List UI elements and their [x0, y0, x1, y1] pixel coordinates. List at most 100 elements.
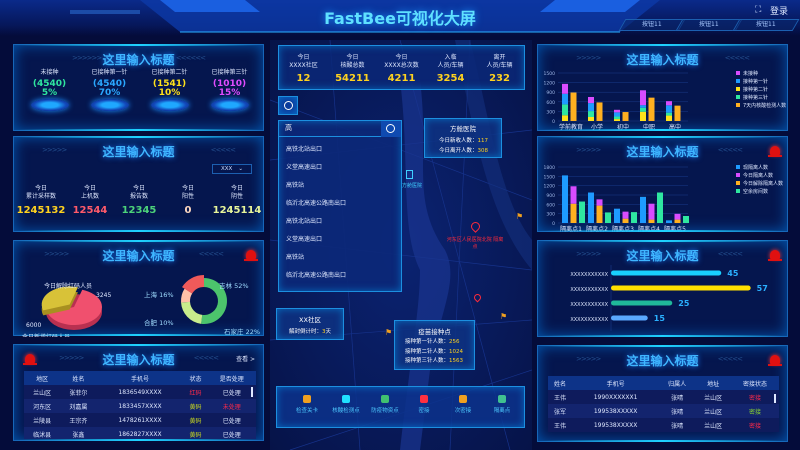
flag-icon[interactable]: ⚑: [500, 312, 508, 321]
bar[interactable]: [640, 107, 646, 112]
top-button-3[interactable]: 按钮11: [732, 19, 800, 31]
search-result-item[interactable]: 高铁站: [286, 182, 305, 189]
bar[interactable]: [683, 216, 689, 223]
legend-label[interactable]: 未接种: [743, 70, 758, 77]
bar[interactable]: [570, 186, 577, 204]
alarm-icon[interactable]: [244, 250, 258, 261]
fullscreen-icon[interactable]: ⛶: [755, 5, 762, 15]
bar[interactable]: [666, 105, 672, 113]
table-row[interactable]: 兰陵县 王宗齐 1478261XXXX 黄码 已处理: [24, 413, 256, 427]
bar[interactable]: [648, 219, 655, 223]
bar[interactable]: [648, 203, 655, 220]
legend-item[interactable]: 核酸检测点: [326, 395, 366, 414]
legend-label[interactable]: 接种第二针: [743, 86, 768, 93]
bar[interactable]: [622, 112, 629, 121]
bar[interactable]: [674, 213, 681, 220]
search-result-item[interactable]: 临沂北高速公路南出口: [286, 272, 347, 279]
search-result-item[interactable]: 高铁北站出口: [286, 218, 323, 225]
bar[interactable]: [596, 102, 603, 121]
bar[interactable]: [648, 97, 655, 121]
pie-slice[interactable]: [47, 289, 102, 325]
search-input[interactable]: 高: [279, 121, 401, 137]
bar[interactable]: [640, 90, 646, 106]
bar[interactable]: [562, 175, 568, 223]
bar[interactable]: [622, 218, 629, 223]
legend-item[interactable]: 隔离点: [482, 395, 522, 414]
flag-icon[interactable]: ⚑: [385, 328, 393, 337]
alarm-icon[interactable]: [768, 250, 782, 261]
legend-item[interactable]: 防疫物资点: [365, 395, 405, 414]
bar[interactable]: [562, 83, 568, 94]
table-row[interactable]: 河东区 刘嘉属 1833457XXXX 黄码 未处理: [24, 399, 256, 413]
bar[interactable]: [640, 111, 646, 121]
bar[interactable]: [605, 212, 611, 223]
bar[interactable]: [570, 92, 577, 121]
bar[interactable]: [614, 116, 620, 120]
bar[interactable]: [562, 115, 568, 121]
view-more-link[interactable]: 查看 >: [236, 356, 255, 363]
alarm-icon[interactable]: [768, 146, 782, 157]
bar[interactable]: [588, 111, 594, 117]
bar[interactable]: [614, 112, 620, 117]
legend-item[interactable]: 检查关卡: [287, 395, 327, 414]
legend-label[interactable]: 现隔离人数: [743, 164, 768, 171]
bar[interactable]: [666, 220, 672, 223]
bar[interactable]: [674, 219, 681, 223]
hospital-marker-icon[interactable]: [406, 170, 413, 179]
bar[interactable]: [588, 117, 594, 121]
search-result-item[interactable]: 义堂高速出口: [286, 236, 323, 243]
table-row[interactable]: 兰山区 张菲尔 1836549XXXX 红码 已处理: [24, 385, 256, 399]
bar[interactable]: [611, 285, 751, 291]
bar[interactable]: [579, 201, 585, 223]
bar[interactable]: [596, 199, 603, 206]
search-result-item[interactable]: 义堂高速出口: [286, 164, 323, 171]
legend-label[interactable]: 7天内核酸检测人数: [743, 102, 786, 109]
search-result-item[interactable]: 高铁站: [286, 254, 305, 261]
legend-item[interactable]: 次密接: [443, 395, 483, 414]
search-submit-button[interactable]: [381, 121, 401, 137]
donut-slice[interactable]: [181, 301, 203, 324]
donut-slice[interactable]: [182, 275, 204, 294]
period-select[interactable]: XXX ⌄: [212, 164, 252, 174]
alarm-icon[interactable]: [23, 354, 37, 365]
bar[interactable]: [631, 212, 637, 223]
legend-label[interactable]: 接种第三针: [743, 94, 768, 101]
legend-label[interactable]: 今日解除隔离人数: [743, 180, 783, 187]
bar[interactable]: [588, 103, 594, 112]
flag-icon[interactable]: ⚑: [516, 212, 524, 221]
legend-label[interactable]: 接种第一针: [743, 78, 768, 85]
legend-item[interactable]: 密接: [404, 395, 444, 414]
search-result-item[interactable]: 临沂北高速公路南出口: [286, 200, 347, 207]
login-button[interactable]: 登录: [770, 7, 789, 17]
bar[interactable]: [562, 93, 568, 105]
bar[interactable]: [640, 105, 646, 108]
bar[interactable]: [674, 105, 681, 121]
bar[interactable]: [588, 97, 594, 104]
scrollbar[interactable]: [251, 387, 253, 397]
bar[interactable]: [570, 203, 577, 223]
search-toggle-button[interactable]: [278, 96, 298, 115]
pie-slice[interactable]: [41, 286, 78, 311]
legend-label[interactable]: 今日隔离人数: [743, 172, 773, 179]
bar[interactable]: [562, 104, 568, 116]
table-row[interactable]: 王伟 199538XXXXX 张晴 兰山区 密接: [548, 418, 779, 432]
bar[interactable]: [588, 192, 594, 223]
bar[interactable]: [657, 192, 663, 223]
bar[interactable]: [666, 115, 672, 121]
search-result-item[interactable]: 高铁北站出口: [286, 146, 323, 153]
donut-slice[interactable]: [201, 278, 227, 324]
bar[interactable]: [666, 112, 672, 116]
table-row[interactable]: 王伟 1990XXXXXX1 张晴 兰山区 密接: [548, 390, 779, 404]
table-row[interactable]: 临沭县 张鑫 1862827XXXX 黄码 已处理: [24, 427, 256, 439]
bar[interactable]: [611, 270, 722, 276]
bar[interactable]: [614, 208, 620, 223]
bar[interactable]: [611, 315, 648, 321]
bar[interactable]: [614, 109, 620, 113]
legend-label[interactable]: 空余房间数: [743, 188, 768, 195]
bar[interactable]: [611, 300, 673, 306]
bar[interactable]: [614, 119, 620, 121]
scrollbar[interactable]: [774, 394, 776, 403]
bar[interactable]: [640, 196, 646, 223]
alarm-icon[interactable]: [768, 355, 782, 366]
bar[interactable]: [596, 205, 603, 223]
